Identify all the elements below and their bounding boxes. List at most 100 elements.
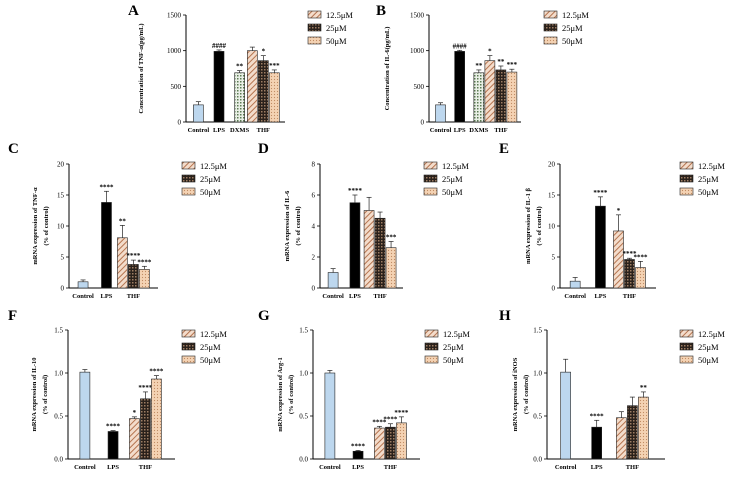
panel-g-ylabel: mRNA expression of Arg-1 — [277, 357, 284, 431]
panel-c-ytick-label: 0 — [61, 285, 65, 293]
panel-a-legend-label: 50μM — [326, 36, 347, 46]
panel-h-legend-swatch — [679, 355, 694, 364]
panel-f-ytick-label: 1.5 — [54, 327, 63, 335]
panel-c-ylabel-unit: (% of control) — [43, 206, 50, 245]
panel-g-legend-label: 25μM — [443, 342, 464, 352]
panel-e-category-label: THF — [623, 293, 636, 300]
panel-b-letter: B — [376, 3, 386, 19]
panel-a-bar — [258, 60, 269, 123]
panel-e-legend-label: 50μM — [698, 187, 719, 197]
panel-g-significance: **** — [372, 418, 387, 426]
panel-a-legend-swatch — [307, 36, 322, 45]
panel-b-bar — [454, 51, 465, 123]
panel-c-significance: **** — [99, 183, 114, 191]
panel-d-bar — [374, 217, 386, 289]
panel-d-ytick-label: 2 — [312, 254, 316, 262]
panel-b-ytick-label: 0 — [421, 119, 425, 127]
panel-e-ytick-label: 5 — [552, 254, 556, 262]
panel-a-legend-swatch — [307, 23, 322, 32]
panel-h-bar — [560, 371, 571, 460]
panel-a-letter: A — [128, 3, 139, 19]
panel-a-bar — [269, 72, 280, 123]
panel-g-ytick-label: 0.5 — [299, 413, 308, 421]
panel-f-bar — [107, 431, 119, 460]
panel-d-letter: D — [258, 141, 269, 157]
panel-c-bar — [139, 269, 150, 289]
panel-e-legend-label: 12.5μM — [698, 161, 725, 171]
panel-f-bar — [129, 418, 140, 460]
panel-e-ylabel-unit: (% of control) — [536, 206, 543, 245]
panel-e-significance: **** — [633, 253, 648, 261]
panel-g-category-label: THF — [384, 464, 397, 471]
panel-b-ylabel: Concentration of IL-6(pg/mL) — [384, 27, 391, 111]
panel-b-ytick-label: 1000 — [410, 47, 425, 55]
panel-b-legend-label: 50μM — [562, 36, 583, 46]
panel-b-legend-swatch — [543, 36, 558, 45]
panel-c-ytick-label: 15 — [57, 192, 65, 200]
panel-b-significance: *** — [507, 61, 518, 69]
panel-d-legend-label: 25μM — [442, 174, 463, 184]
panel-h-category-label: THF — [626, 464, 639, 471]
panel-e-bar — [569, 280, 581, 289]
panel-h-ytick-label: 0.5 — [533, 413, 542, 421]
panel-c-significance: **** — [126, 252, 141, 260]
panel-c-significance: ** — [119, 217, 127, 225]
panel-e-bar — [635, 267, 646, 289]
panel-a-ytick-label: 1000 — [167, 47, 182, 55]
panel-c-ytick-label: 20 — [57, 161, 65, 169]
panel-b-significance: ** — [475, 62, 483, 70]
panel-b-category-label: THF — [494, 127, 507, 134]
panel-a-significance: * — [262, 48, 266, 56]
panel-g-significance: **** — [351, 442, 366, 450]
panel-d-bar — [327, 272, 339, 289]
panel-f-ylabel: mRNA expression of IL-10 — [31, 357, 38, 431]
panel-e-significance: **** — [593, 189, 608, 197]
panel-g-legend-swatch — [424, 342, 439, 351]
panel-h-category-label: LPS — [591, 464, 603, 471]
panel-e-letter: E — [499, 141, 509, 157]
panel-g-category-label: LPS — [352, 464, 364, 471]
panel-f-category-label: LPS — [107, 464, 119, 471]
panel-c-legend-swatch — [181, 174, 196, 183]
panel-c-ytick-label: 10 — [57, 223, 65, 231]
panel-f-significance: **** — [138, 384, 153, 392]
panel-h-significance: ** — [640, 384, 648, 392]
panel-a-category-label: DXMS — [230, 127, 250, 134]
panel-h-ylabel-unit: (% of control) — [523, 375, 530, 414]
panel-b-bar — [473, 72, 485, 123]
panel-h-bar — [627, 405, 638, 460]
panel-d-category-label: LPS — [349, 293, 361, 300]
panel-c-bar — [77, 281, 89, 289]
panel-a-legend-label: 12.5μM — [326, 10, 353, 20]
panel-h-bar — [638, 396, 649, 460]
panel-c-significance: **** — [137, 258, 152, 266]
panel-e-ytick-label: 20 — [548, 161, 556, 169]
panel-b-category-label: Control — [430, 127, 452, 134]
panel-a-significance: ** — [236, 63, 244, 71]
panel-h-category-label: Control — [555, 464, 577, 471]
panel-a-bar — [234, 72, 245, 123]
panel-b-legend-label: 12.5μM — [562, 10, 589, 20]
panel-b-bar — [506, 71, 518, 123]
panel-b-ytick-label: 500 — [414, 83, 425, 91]
panel-a-category-label: Control — [188, 127, 210, 134]
panel-b-legend-label: 25μM — [562, 23, 583, 33]
panel-g-ytick-label: 1.0 — [299, 370, 308, 378]
panel-f-significance: * — [133, 409, 137, 417]
panel-e-legend-swatch — [679, 187, 694, 196]
panel-e-category-label: Control — [564, 293, 586, 300]
panel-h-legend-swatch — [679, 342, 694, 351]
panel-b-bar — [484, 60, 496, 123]
panel-d-legend-label: 12.5μM — [442, 161, 469, 171]
panel-d-ylabel-unit: (% of control) — [295, 206, 302, 245]
panel-c-ytick-label: 5 — [61, 254, 65, 262]
panel-e-legend-swatch — [679, 174, 694, 183]
panel-e-category-label: LPS — [594, 293, 606, 300]
panel-f-ytick-label: 0.5 — [54, 413, 63, 421]
panel-h-significance: **** — [590, 412, 605, 420]
panel-f-significance: **** — [149, 368, 164, 376]
panel-d-legend-swatch — [423, 161, 438, 170]
panel-c-legend-swatch — [181, 161, 196, 170]
panel-b-category-label: LPS — [454, 127, 466, 134]
